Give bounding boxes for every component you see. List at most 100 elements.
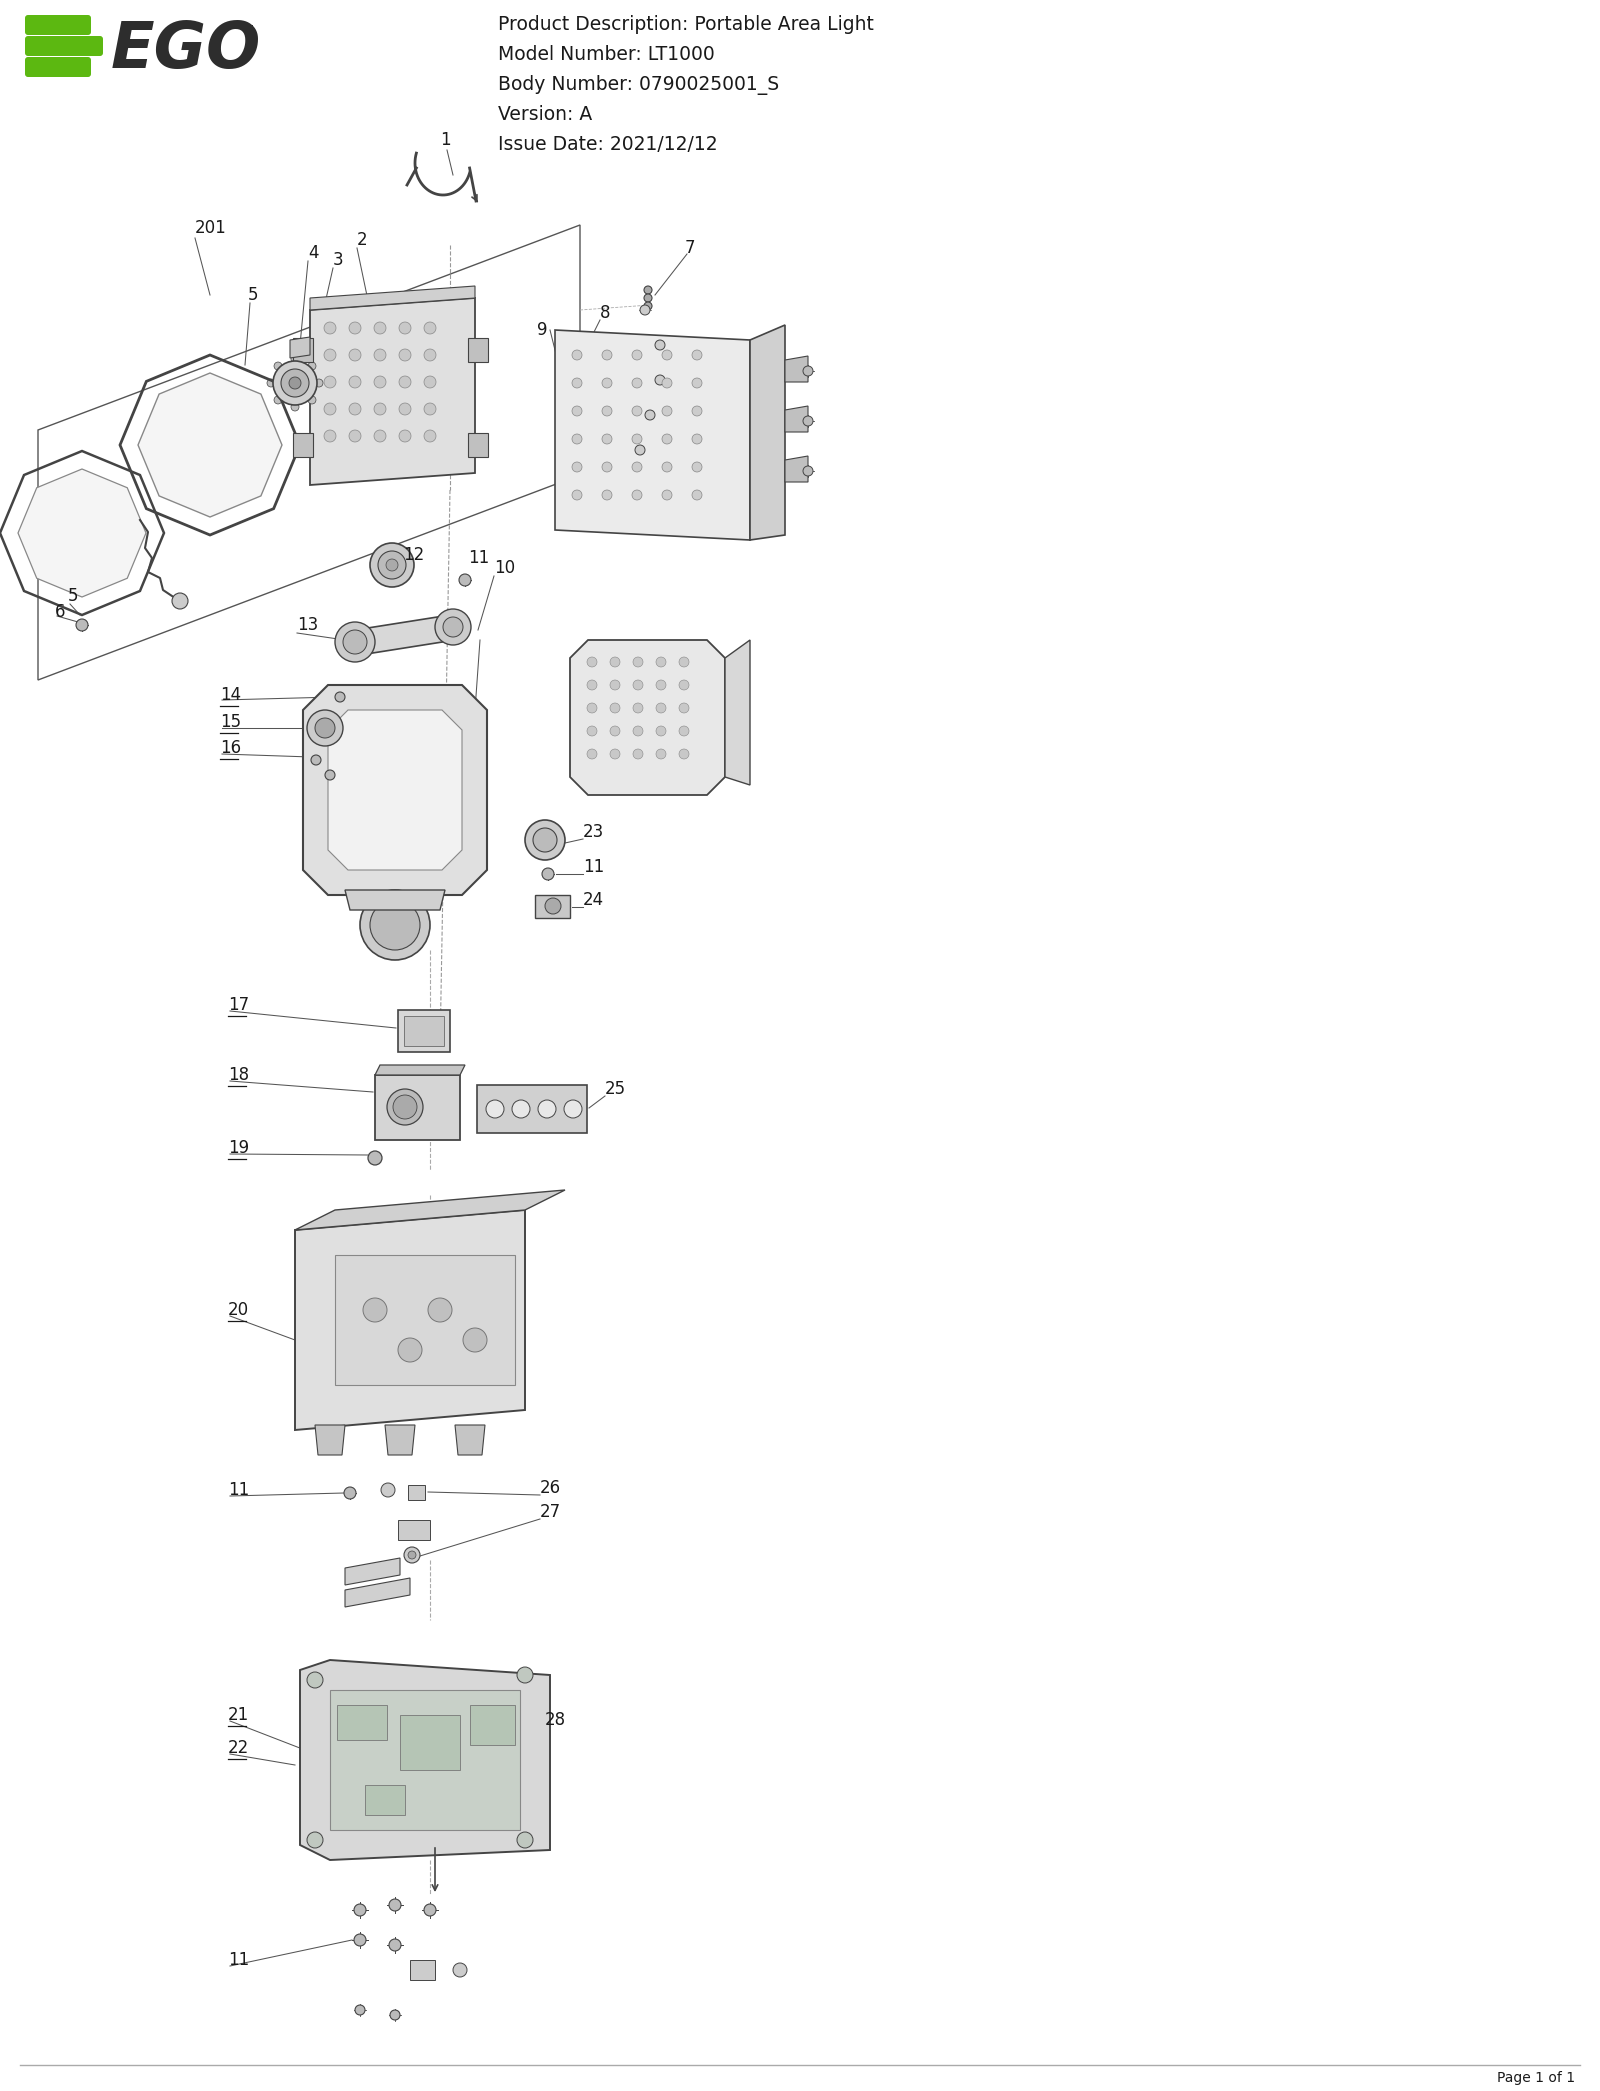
Circle shape <box>678 726 690 736</box>
Circle shape <box>587 749 597 759</box>
Circle shape <box>355 2005 365 2016</box>
Circle shape <box>274 362 317 406</box>
Circle shape <box>374 431 386 441</box>
Circle shape <box>573 406 582 416</box>
Polygon shape <box>330 1690 520 1830</box>
Circle shape <box>315 378 323 387</box>
Circle shape <box>678 657 690 667</box>
Circle shape <box>344 1487 355 1499</box>
Circle shape <box>691 462 702 473</box>
Circle shape <box>378 552 406 579</box>
Circle shape <box>656 657 666 667</box>
Polygon shape <box>310 286 475 309</box>
Circle shape <box>291 355 299 364</box>
Text: Issue Date: 2021/12/12: Issue Date: 2021/12/12 <box>498 136 718 155</box>
Text: 17: 17 <box>229 995 250 1014</box>
Circle shape <box>525 820 565 859</box>
Circle shape <box>678 703 690 713</box>
Text: 11: 11 <box>229 1951 250 1970</box>
FancyBboxPatch shape <box>26 15 91 36</box>
Circle shape <box>538 1100 557 1119</box>
Circle shape <box>803 466 813 477</box>
Circle shape <box>307 1832 323 1848</box>
Text: 22: 22 <box>229 1740 250 1756</box>
Circle shape <box>349 376 362 389</box>
Circle shape <box>678 680 690 690</box>
Circle shape <box>587 657 597 667</box>
Circle shape <box>656 726 666 736</box>
FancyBboxPatch shape <box>26 36 102 56</box>
Text: 10: 10 <box>494 558 515 577</box>
Text: 25: 25 <box>605 1079 626 1098</box>
Text: 27: 27 <box>541 1503 562 1520</box>
Text: Page 1 of 1: Page 1 of 1 <box>1498 2070 1574 2085</box>
Text: 16: 16 <box>221 738 242 757</box>
Circle shape <box>656 703 666 713</box>
Polygon shape <box>338 1704 387 1740</box>
Text: 6: 6 <box>54 602 66 621</box>
Polygon shape <box>400 1715 461 1769</box>
Circle shape <box>386 558 398 571</box>
Circle shape <box>634 749 643 759</box>
Polygon shape <box>355 615 454 654</box>
Polygon shape <box>315 1424 346 1455</box>
Circle shape <box>486 1100 504 1119</box>
Circle shape <box>435 608 470 644</box>
Circle shape <box>267 378 275 387</box>
Circle shape <box>310 755 322 765</box>
Polygon shape <box>555 330 750 539</box>
Circle shape <box>334 621 374 663</box>
Circle shape <box>429 1299 453 1322</box>
Polygon shape <box>534 895 570 918</box>
Circle shape <box>374 349 386 362</box>
Circle shape <box>307 362 315 370</box>
Text: Model Number: LT1000: Model Number: LT1000 <box>498 46 715 65</box>
Polygon shape <box>786 355 808 383</box>
Circle shape <box>424 431 435 441</box>
Circle shape <box>691 349 702 360</box>
Circle shape <box>307 395 315 404</box>
Circle shape <box>517 1667 533 1683</box>
Circle shape <box>398 322 411 335</box>
Circle shape <box>443 617 462 638</box>
Circle shape <box>459 575 470 585</box>
Circle shape <box>398 431 411 441</box>
Text: Body Number: 0790025001_S: Body Number: 0790025001_S <box>498 75 779 94</box>
Circle shape <box>349 431 362 441</box>
Text: 2: 2 <box>357 230 368 249</box>
Circle shape <box>602 378 611 389</box>
Polygon shape <box>403 1016 445 1046</box>
Circle shape <box>573 349 582 360</box>
Circle shape <box>424 322 435 335</box>
Circle shape <box>370 899 419 949</box>
Circle shape <box>389 1938 402 1951</box>
Circle shape <box>656 749 666 759</box>
Circle shape <box>424 404 435 414</box>
Polygon shape <box>301 1660 550 1861</box>
Circle shape <box>398 349 411 362</box>
Circle shape <box>573 378 582 389</box>
Circle shape <box>691 489 702 500</box>
Polygon shape <box>467 339 488 362</box>
Circle shape <box>307 1673 323 1687</box>
Polygon shape <box>786 456 808 483</box>
Circle shape <box>394 1096 418 1119</box>
Text: Version: A: Version: A <box>498 105 592 123</box>
Circle shape <box>632 462 642 473</box>
Polygon shape <box>786 406 808 433</box>
Polygon shape <box>294 1211 525 1430</box>
Text: 8: 8 <box>600 303 611 322</box>
Circle shape <box>602 489 611 500</box>
Text: 5: 5 <box>248 286 259 303</box>
Text: ™: ™ <box>242 23 256 40</box>
Circle shape <box>349 404 362 414</box>
Circle shape <box>691 435 702 443</box>
Circle shape <box>323 322 336 335</box>
Circle shape <box>398 1338 422 1361</box>
Circle shape <box>691 406 702 416</box>
Circle shape <box>370 544 414 588</box>
Circle shape <box>398 376 411 389</box>
Circle shape <box>662 435 672 443</box>
Circle shape <box>610 749 621 759</box>
Circle shape <box>173 594 189 608</box>
